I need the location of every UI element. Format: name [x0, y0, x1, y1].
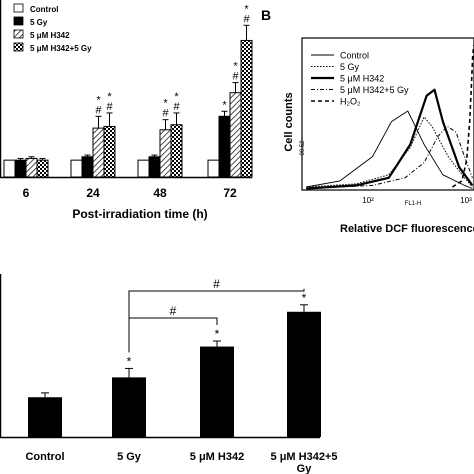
panel-a-bar: [103, 125, 116, 178]
panel-a-category-label: 6: [23, 186, 30, 200]
panel-a-bar: [92, 127, 105, 178]
panel-b-curve: [306, 116, 473, 188]
panel-c-bracket-mark: #: [170, 304, 177, 318]
panel-c-chart: *** ## Control 5 Gy 5 μM H342 5 μM H342+…: [0, 274, 337, 474]
panel-a-bar: [137, 159, 150, 178]
panel-c-category-label: 5 μM H342+5: [271, 451, 338, 463]
panel-c-bar: [112, 377, 146, 437]
panel-b-x-axis-label: Relative DCF fluorescence: [340, 223, 474, 235]
panel-a-bar: [3, 159, 16, 178]
panel-b-legend-label: Control: [340, 51, 369, 61]
panel-a-significance-mark: *: [163, 98, 168, 110]
panel-b-y-axis-label: Cell counts: [283, 92, 295, 151]
panel-c-significance-mark: *: [215, 327, 220, 341]
panel-a-bar: [240, 39, 253, 178]
panel-a-x-axis-label: Post-irradiation time (h): [72, 207, 207, 221]
panel-b-x-tick-10-3: 10³: [460, 196, 472, 205]
panel-a-bar: [14, 159, 27, 178]
panel-c-brackets: ##: [128, 277, 305, 353]
panel-c-significance-mark: *: [302, 291, 307, 305]
panel-a-significance-mark: #: [106, 101, 113, 113]
panel-a-significance-mark: *: [174, 91, 179, 103]
panel-c-bar: [200, 346, 234, 437]
panel-c-category-label: Gy: [297, 463, 313, 474]
panel-b-label: B: [261, 7, 271, 23]
panel-a-bar: [70, 159, 83, 178]
panel-a-bar: [148, 156, 161, 178]
panel-a-bar: [36, 159, 49, 178]
panel-a-significance-mark: *: [222, 99, 227, 111]
panel-c-significance-mark: *: [127, 354, 132, 368]
panel-a-legend: Control 5 Gy 5 μM H342 5 μM H342+5 Gy: [13, 3, 92, 53]
panel-a-legend-label: 5 μM H342+5 Gy: [30, 44, 92, 53]
panel-b-curve: [306, 125, 473, 189]
panel-a-legend-swatch: [13, 42, 24, 52]
panel-a-legend-swatch: [13, 3, 24, 13]
panel-b-axes: [301, 37, 474, 191]
panel-a-bars: #*#*#* #**#*#*: [3, 3, 253, 178]
panel-c-category-label: 5 μM H342: [190, 451, 244, 463]
panel-a-significance-mark: *: [233, 61, 238, 73]
panel-a-bar: [218, 115, 231, 178]
panel-b-curve: [451, 45, 474, 188]
panel-b-legend-label: 5 μM H342+5 Gy: [340, 85, 409, 95]
panel-c-axes: [0, 274, 320, 439]
panel-a-category-label: 48: [153, 186, 167, 200]
panel-a-significance-mark: *: [244, 3, 249, 15]
panel-b-y-tick-label: 00.52: [300, 140, 306, 156]
panel-b-curves: [306, 45, 474, 190]
panel-b-curve: [306, 110, 473, 189]
panel-a-significance-mark: #: [232, 71, 239, 83]
panel-c-bracket-mark: #: [213, 277, 220, 291]
panel-a-legend-swatch: [13, 16, 24, 26]
panel-a-bar: [25, 157, 38, 178]
panel-c-bars: * * *: [28, 291, 321, 437]
panel-a-legend-swatch: [13, 29, 24, 39]
panel-b-channel-label: FL1-H: [405, 201, 422, 207]
panel-a-bar: [207, 159, 220, 178]
panel-b-x-tick-10-2: 10²: [362, 196, 374, 205]
panel-a-significance-mark: *: [96, 94, 101, 106]
panel-c-category-label: Control: [25, 451, 64, 463]
panel-a-bar: [229, 92, 242, 178]
panel-a-legend-label: 5 Gy: [30, 18, 48, 27]
panel-a-significance-mark: #: [243, 13, 250, 25]
panel-a-significance-mark: *: [107, 91, 112, 103]
panel-c-bar: [287, 311, 321, 437]
panel-a-significance-mark: #: [162, 108, 169, 120]
panel-a-significance-mark: #: [95, 104, 102, 116]
panel-a-bar: [170, 124, 183, 178]
panel-a-axes: [0, 0, 252, 179]
panel-c-category-label: 5 Gy: [117, 451, 142, 463]
panel-c-bar: [28, 397, 62, 437]
panel-b-curve: [306, 88, 474, 190]
panel-a-tick-labels: 6 24 48 72: [23, 186, 237, 200]
panel-a-category-label: 72: [223, 186, 237, 200]
panel-b-legend-label: 5 Gy: [340, 62, 360, 72]
panel-a-legend-label: 5 μM H342: [30, 31, 70, 40]
panel-a-significance-mark: #: [173, 101, 180, 113]
panel-b-legend-label: 5 μM H342: [340, 74, 384, 84]
panel-a-bar: [159, 129, 172, 178]
panel-b-legend-label: H₂O₂: [340, 97, 361, 107]
panel-a-bar: [81, 156, 94, 178]
panel-c-category-labels: Control 5 Gy 5 μM H342 5 μM H342+5 Gy: [25, 451, 337, 474]
panel-a-legend-label: Control: [30, 5, 58, 14]
panel-a-category-label: 24: [86, 186, 100, 200]
panel-c-bracket: [128, 288, 305, 353]
